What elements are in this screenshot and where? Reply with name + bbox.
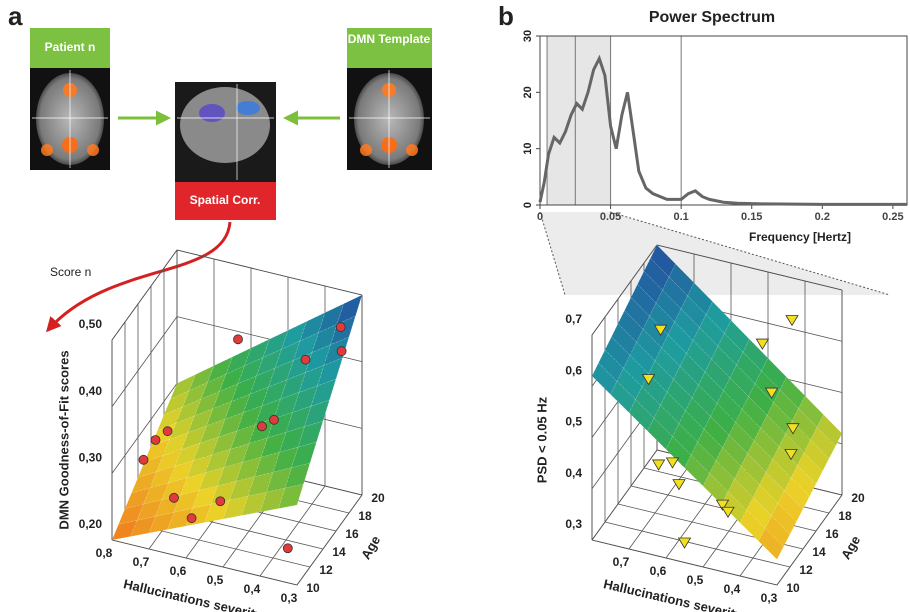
y-tick-label: 20 (522, 86, 534, 98)
point (270, 415, 279, 424)
activation (199, 104, 225, 122)
y-tick-label: 30 (522, 30, 534, 42)
grid-line (112, 250, 177, 340)
power-spectrum: Power Spectrum 0 10 20 30 0 0.05 0.1 0.15 0.2 0.25… (522, 9, 907, 244)
x-tick-label: 0,5 (207, 573, 224, 587)
activation (87, 144, 99, 156)
point (667, 458, 679, 468)
x-tick-label: 0,3 (281, 591, 298, 605)
grid-line (112, 317, 177, 407)
y-tick-label: 20 (371, 491, 385, 505)
y-tick-label: 20 (851, 491, 865, 505)
x-tick-label: 0 (537, 211, 543, 223)
activation (406, 144, 418, 156)
point (187, 514, 196, 523)
z-tick-label: 0,4 (565, 466, 582, 480)
scatter3d-a: 0,3 0,4 0,5 0,6 0,7 0,8 10 12 14 16 18 20 0,20 0,30 0,… (56, 250, 385, 612)
y-tick-label: 10 (306, 581, 320, 595)
point (234, 335, 243, 344)
z-tick-label: 0,6 (565, 363, 582, 377)
x-tick-label: 0,4 (244, 582, 261, 596)
y-tick-label: 18 (358, 509, 372, 523)
y-tick-label: 16 (345, 527, 359, 541)
z-tick-label: 0,50 (79, 317, 103, 331)
point (756, 339, 768, 349)
z-tick-label: 0,3 (565, 517, 582, 531)
x-tick-label: 0,8 (96, 546, 113, 560)
point (786, 316, 798, 326)
point (337, 347, 346, 356)
score-label: Score n (50, 265, 91, 279)
fitted-surface (112, 295, 362, 540)
y-tick-label: 12 (319, 563, 333, 577)
point (673, 480, 685, 490)
z-tick-label: 0,20 (79, 517, 103, 531)
x-axis-label: Frequency [Hertz] (749, 230, 851, 244)
method-label: Spatial Corr. (190, 193, 261, 207)
point (653, 460, 665, 470)
point (679, 538, 691, 548)
center-block: Spatial Corr. (175, 82, 276, 220)
zoom-region (540, 212, 890, 295)
point (301, 355, 310, 364)
activation (236, 101, 260, 115)
point (258, 422, 267, 431)
chart-title: Power Spectrum (649, 9, 775, 26)
brain (180, 87, 270, 163)
point (283, 544, 292, 553)
scatter3d-b: 0,3 0,4 0,5 0,6 0,7 10 12 14 16 18 20 0,3 0,4 0,5 0,6 0… (534, 245, 865, 612)
x-tick-label: 0,5 (687, 573, 704, 587)
x-tick-label: 0,4 (724, 582, 741, 596)
x-tick-label: 0.05 (600, 211, 621, 223)
patient-block: Patient n (30, 28, 110, 170)
x-tick-label: 0,7 (613, 555, 630, 569)
point (139, 455, 148, 464)
point (151, 436, 160, 445)
activation (41, 144, 53, 156)
y-tick-label: 16 (825, 527, 839, 541)
x-tick-label: 0,6 (170, 564, 187, 578)
panel-label: b (498, 1, 514, 31)
y-tick-label: 10 (522, 143, 534, 155)
x-tick-label: 0.1 (674, 211, 689, 223)
point (336, 323, 345, 332)
template-block: DMN Template (347, 28, 432, 170)
y-tick-label: 14 (332, 545, 346, 559)
y-tick-label: 18 (838, 509, 852, 523)
figure: a b Patient n DMN Template Spatial Corr. (0, 0, 910, 612)
point (163, 427, 172, 436)
z-axis-label: PSD < 0.05 Hz (534, 396, 549, 483)
z-tick-label: 0,40 (79, 384, 103, 398)
panel-label: a (8, 1, 23, 31)
y-tick-label: 12 (799, 563, 813, 577)
z-tick-label: 0,5 (565, 415, 582, 429)
z-axis-label: DMN Goodness-of-Fit scores (56, 350, 71, 529)
point (170, 493, 179, 502)
y-tick-label: 0 (522, 202, 534, 208)
z-tick-label: 0,30 (79, 451, 103, 465)
x-tick-label: 0.15 (741, 211, 762, 223)
template-label: DMN Template (348, 32, 431, 46)
x-tick-label: 0,6 (650, 564, 667, 578)
y-axis-label: Age (358, 533, 383, 562)
template-label-text: DMN Template (348, 32, 431, 46)
activation (360, 144, 372, 156)
y-axis-label: Age (838, 533, 863, 562)
x-tick-label: 0.2 (815, 211, 830, 223)
z-tick-label: 0,7 (565, 312, 582, 326)
y-tick-label: 14 (812, 545, 826, 559)
patient-label: Patient n (45, 40, 96, 54)
x-tick-label: 0,3 (761, 591, 778, 605)
point (216, 497, 225, 506)
x-tick-label: 0.25 (882, 211, 903, 223)
y-tick-label: 10 (786, 581, 800, 595)
grid-line (177, 250, 362, 295)
x-tick-label: 0,7 (133, 555, 150, 569)
